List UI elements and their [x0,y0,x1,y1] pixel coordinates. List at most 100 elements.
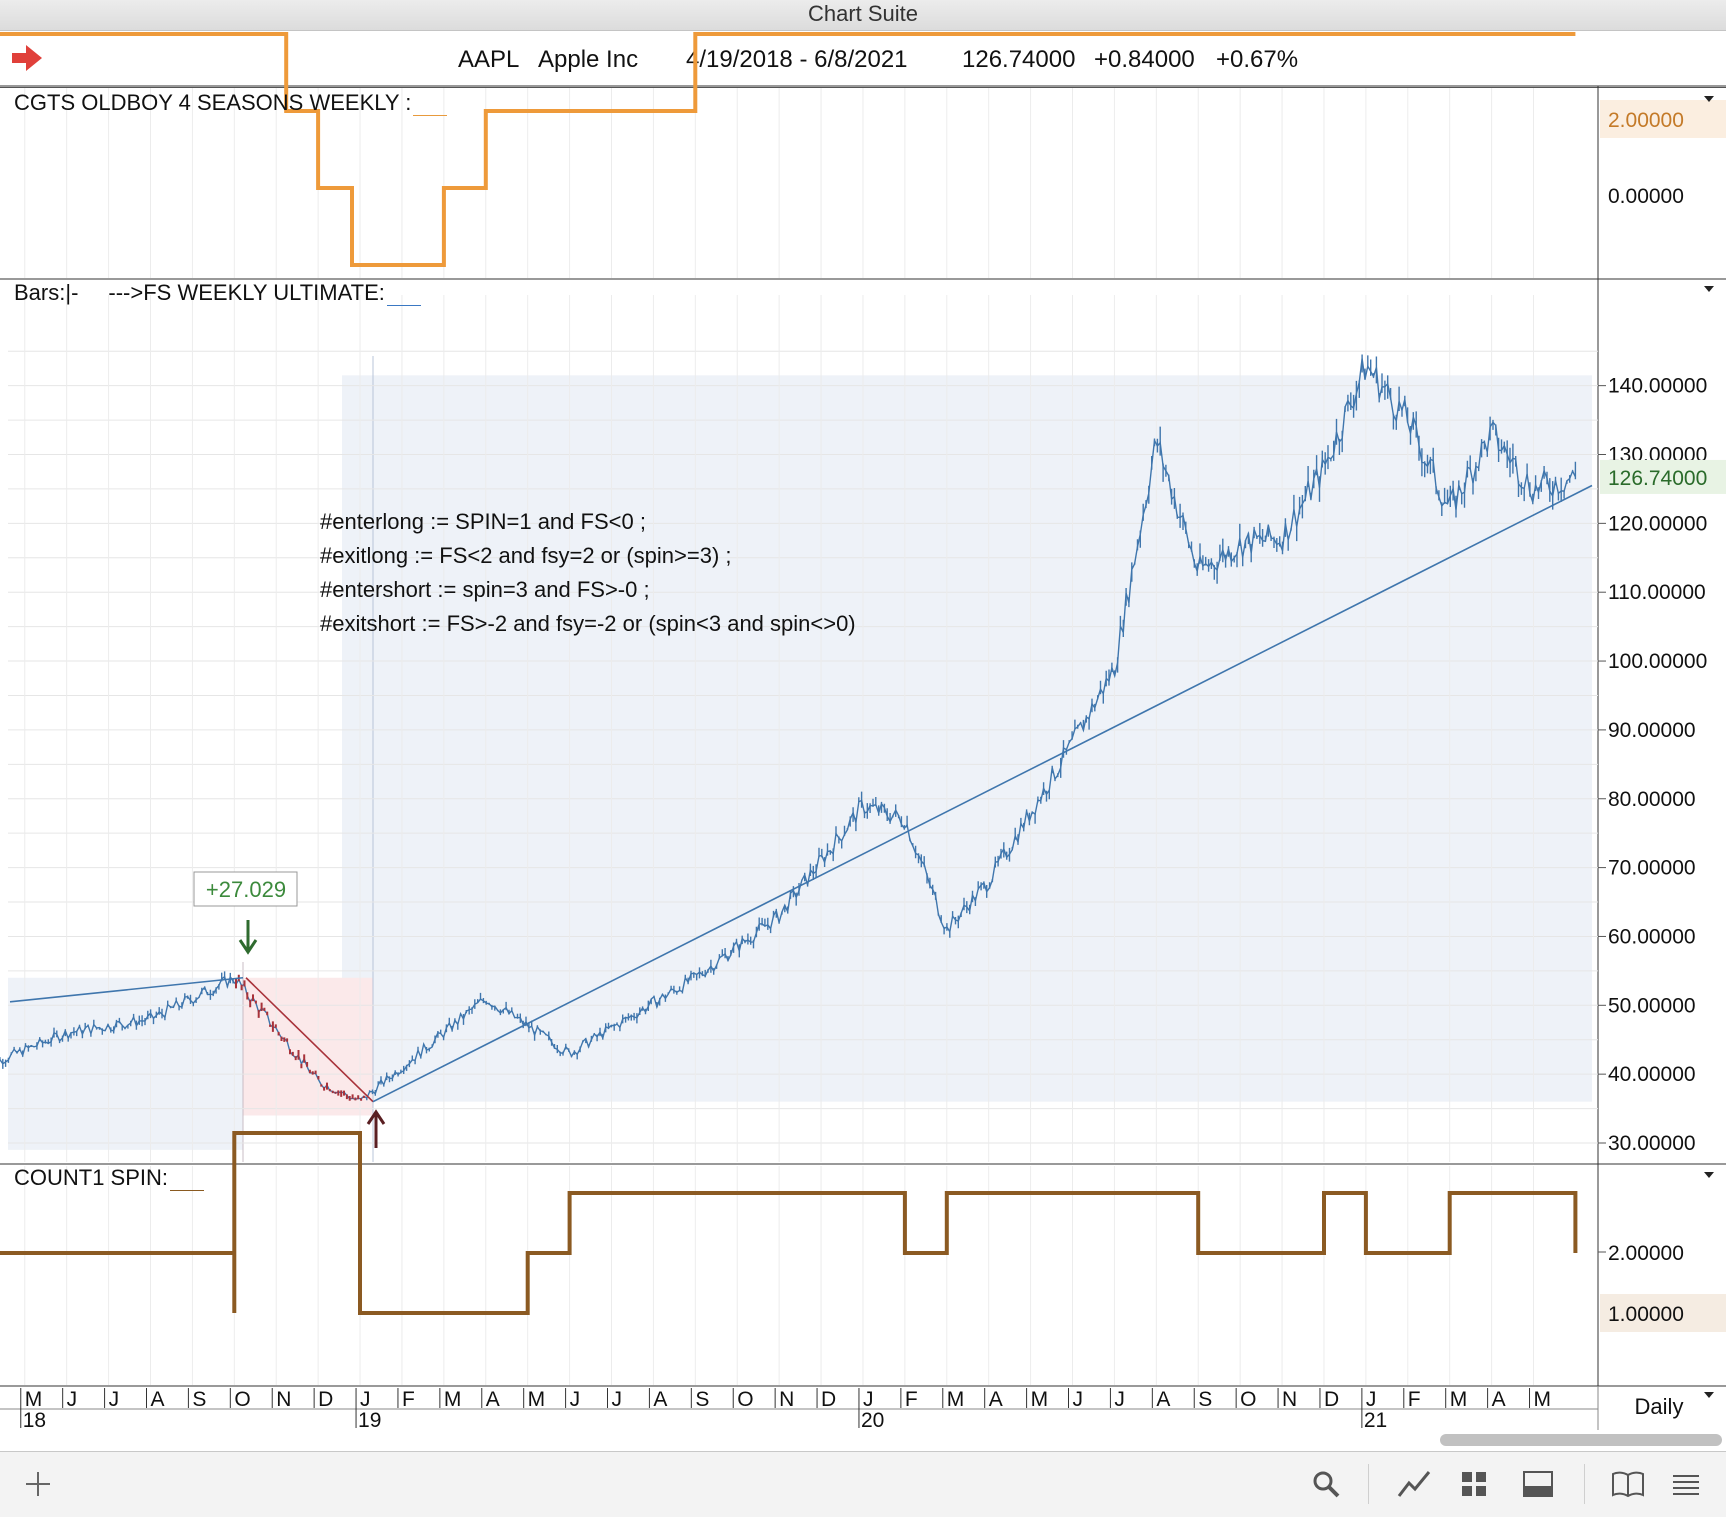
strategy-annotation: #exitlong := FS<2 and fsy=2 or (spin>=3)… [320,543,732,568]
menu-button[interactable] [1666,1464,1706,1504]
long-region [342,375,1592,1102]
book-button[interactable] [1608,1464,1648,1504]
main-panel-menu-icon[interactable] [1704,286,1714,292]
trend-line [9,976,244,1003]
panel-icon [1523,1471,1553,1497]
price-tick-label: 120.00000 [1608,512,1707,535]
long-region [8,977,243,1150]
bottom-panel-color-swatch [170,1170,205,1191]
price-tick-label: 140.00000 [1608,375,1707,398]
price-tick-label: 40.00000 [1608,1063,1696,1086]
strategy-annotation: #enterlong := SPIN=1 and FS<0 ; [320,509,646,534]
month-tick-label: N [779,1388,794,1411]
price-tick-label: 50.00000 [1608,994,1696,1017]
season-line [0,32,1576,267]
sell-arrow-icon [238,920,258,955]
strategy-annotation: #entershort := spin=3 and FS>-0 ; [320,577,650,602]
arrow-right-icon[interactable] [12,45,42,71]
month-tick-label: S [1198,1388,1212,1411]
top-current-value-label: 2.00000 [1608,109,1684,132]
date-range: 4/19/2018 - 6/8/2021 [686,46,908,73]
trade-profit-box [193,871,298,907]
symbol-info: AAPL Apple Inc 4/19/2018 - 6/8/2021 126.… [0,45,1726,285]
month-tick-label: F [905,1388,918,1411]
short-region [243,977,373,1116]
month-tick-label: M [1031,1388,1049,1411]
month-tick-label: M [1534,1388,1552,1411]
price-tick-label: 110.00000 [1608,581,1706,604]
top-current-value-box [1600,100,1726,138]
symbol-ticker[interactable]: AAPL [458,46,520,73]
interval-selector[interactable]: Daily [1604,1392,1714,1422]
month-tick-label: S [695,1388,709,1411]
year-tick-label: 20 [861,1409,884,1432]
window-title: Chart Suite [807,1,919,26]
chart-area[interactable]: 140.00000130.00000120.00000110.00000100.… [0,0,1726,1451]
price-tick-label: 60.00000 [1608,925,1696,948]
short-trade-bars [235,974,365,1101]
top-panel-menu-icon[interactable] [1704,96,1714,102]
spin-line [0,1131,1578,1315]
main-panel-label[interactable]: Bars:|- --->FS WEEKLY ULTIMATE: [14,280,421,306]
month-tick-label: J [360,1388,371,1411]
month-tick-label: J [67,1388,78,1411]
book-icon [1612,1471,1644,1498]
interval-chevron-down-icon[interactable] [1704,1392,1714,1398]
strategy-annotation: #exitshort := FS>-2 and fsy=-2 or (spin<… [320,611,856,636]
month-tick-label: S [192,1388,206,1411]
company-name: Apple Inc [538,46,639,73]
grid-icon [1462,1472,1486,1496]
trade-profit-label: +27.029 [206,877,286,902]
draw-line-icon [1397,1471,1431,1497]
month-tick-label: M [528,1388,546,1411]
year-tick-label: 18 [23,1409,46,1432]
bars-label: Bars: [14,280,66,305]
top-panel-label[interactable]: CGTS OLDBOY 4 SEASONS WEEKLY : [14,90,448,116]
menu-icon [1673,1475,1699,1495]
price-tick-label: 30.00000 [1608,1132,1696,1155]
month-tick-label: A [150,1388,164,1411]
search-icon [1313,1471,1340,1498]
price-change: +0.84000 [1094,46,1195,73]
last-price: 126.74000 [962,46,1076,73]
year-tick-label: 19 [358,1409,381,1432]
bottom-panel-label[interactable]: COUNT1 SPIN: [14,1165,205,1191]
main-panel-color-swatch [386,285,421,306]
add-button[interactable] [18,1464,58,1504]
toolbar-divider [1584,1464,1585,1504]
month-tick-label: J [109,1388,120,1411]
month-tick-label: D [318,1388,333,1411]
bottom-panel-menu-icon[interactable] [1704,1172,1714,1178]
month-tick-label: O [737,1388,753,1411]
bottom-panel-title: COUNT1 SPIN: [14,1165,169,1190]
main-panel-title: --->FS WEEKLY ULTIMATE: [108,280,385,305]
price-tick-label: 90.00000 [1608,719,1696,742]
month-tick-label: A [989,1388,1003,1411]
month-tick-label: M [444,1388,462,1411]
month-tick-label: M [25,1388,42,1411]
bottom-toolbar [0,1451,1726,1517]
top-panel-title: CGTS OLDBOY 4 SEASONS WEEKLY : [14,90,412,115]
spin-tick-label: 2.00000 [1608,1242,1684,1265]
trend-line [372,484,1593,1103]
panel-button[interactable] [1518,1464,1558,1504]
layout-grid-button[interactable] [1454,1464,1494,1504]
month-tick-label: F [1408,1388,1421,1411]
month-tick-label: M [1450,1388,1468,1411]
current-price-box [1600,459,1726,494]
month-tick-label: O [234,1388,250,1411]
draw-line-button[interactable] [1394,1464,1434,1504]
interval-label: Daily [1634,1394,1684,1419]
month-tick-label: O [1240,1388,1256,1411]
price-tick-label: 80.00000 [1608,788,1696,811]
search-button[interactable] [1306,1464,1346,1504]
current-price-label: 126.74000 [1608,467,1707,490]
price-bars [0,354,1577,1101]
month-tick-label: M [947,1388,965,1411]
price-change-percent: +0.67% [1216,46,1299,73]
month-tick-label: J [570,1388,581,1411]
spin-current-value-box [1600,1294,1726,1332]
horizontal-scrollbar[interactable] [1440,1434,1722,1446]
toolbar-divider [1368,1464,1369,1504]
month-tick-label: A [1156,1388,1170,1411]
